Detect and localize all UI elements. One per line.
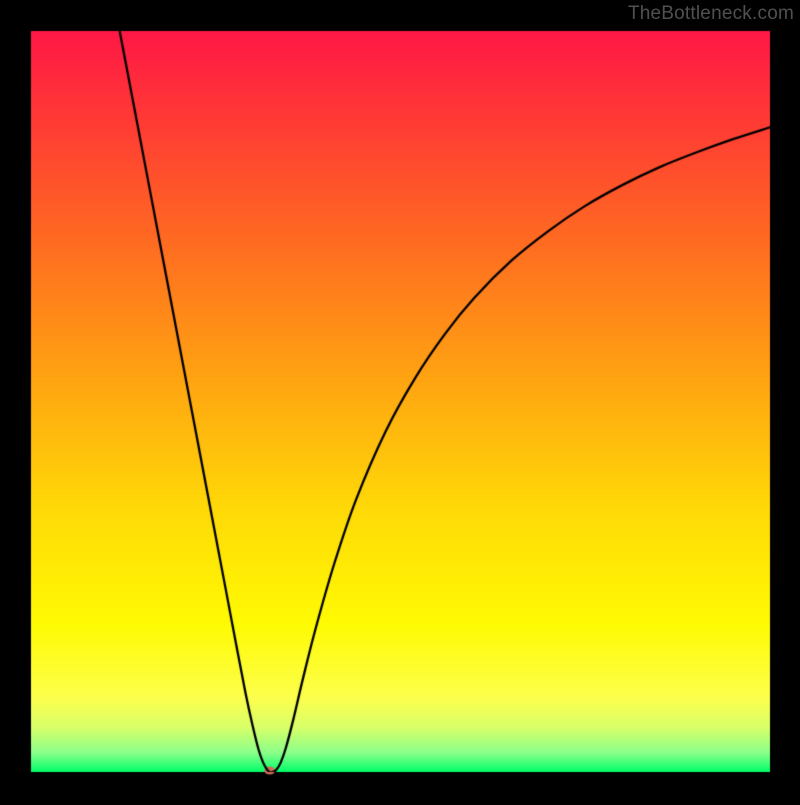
chart-canvas (0, 0, 800, 800)
watermark-label: TheBottleneck.com (628, 3, 794, 25)
chart-canvas-wrap (0, 0, 800, 805)
